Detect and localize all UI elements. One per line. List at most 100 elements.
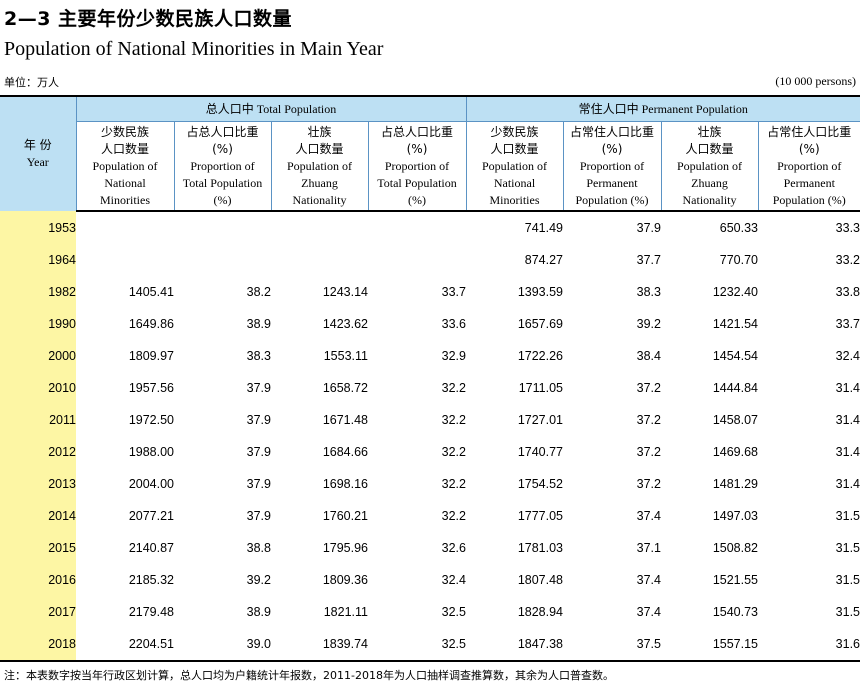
table-cell: 32.4: [835, 349, 860, 363]
table-cell: 1553.11: [323, 349, 368, 363]
year-cell: 1990: [0, 308, 76, 340]
table-cell: 31.6: [758, 628, 860, 662]
col-header-cn: 壮族 人口数量: [295, 124, 344, 156]
table-cell: 37.2: [636, 381, 661, 395]
table-cell: 38.4: [636, 349, 661, 363]
year-cell: 2017: [0, 596, 76, 628]
table-cell: 1232.40: [712, 285, 758, 299]
table-cell: [271, 211, 368, 244]
page-title-cn: 2—3 主要年份少数民族人口数量: [4, 8, 293, 30]
table-cell: 32.2: [441, 477, 466, 491]
col-header-en: Population of Zhuang Nationality: [677, 158, 742, 207]
table-cell: 1847.38: [466, 628, 563, 662]
table-cell: 1469.68: [712, 445, 758, 459]
col-header-permanent-zhuang: 壮族 人口数量 Population of Zhuang Nationality: [660, 121, 758, 212]
table-cell: 32.9: [441, 349, 466, 363]
table-cell: 31.5: [835, 573, 860, 587]
table-cell: 32.2: [441, 509, 466, 523]
table-cell: 2004.00: [128, 477, 174, 491]
table-cell: 37.7: [636, 253, 661, 267]
table-cell: 37.2: [636, 413, 661, 427]
table-cell: 1521.55: [712, 573, 758, 587]
table-row: 2010 1957.56 37.9 1658.72 32.2 1711.05 3…: [0, 372, 860, 404]
year-cell: 2011: [0, 404, 76, 436]
table-cell: 37.9: [246, 477, 271, 491]
table-cell: 38.3: [636, 285, 661, 299]
col-header-cn: 壮族 人口数量: [685, 124, 734, 156]
year-header-cn: 年 份: [23, 138, 52, 152]
table-cell: 2185.32: [128, 573, 174, 587]
unit-label-cn: 单位：万人: [4, 76, 59, 89]
col-header-total-zhuang-share: 占总人口比重 (%) Proportion of Total Populatio…: [367, 121, 466, 212]
table-cell: 1711.05: [518, 381, 563, 395]
table-cell: 33.7: [835, 317, 860, 331]
table-cell: [368, 244, 466, 276]
table-cell: 1754.52: [517, 477, 563, 491]
col-header-total-minorities-share: 占总人口比重 (%) Proportion of Total Populatio…: [173, 121, 271, 212]
table-cell: 1957.56: [128, 381, 174, 395]
table-row: 1990 1649.86 38.9 1423.62 33.6 1657.69 3…: [0, 308, 860, 340]
year-column-header: 年 份 Year: [0, 95, 76, 211]
table-cell: 1698.16: [322, 477, 368, 491]
table-cell: 31.4: [835, 445, 860, 459]
col-header-en: Proportion of Total Population (%): [182, 158, 263, 207]
table-cell: 37.4: [636, 509, 661, 523]
table-row: 1953 741.49 37.9 650.33 33.3: [0, 211, 860, 244]
table-cell: 1393.59: [517, 285, 563, 299]
table-cell: 38.3: [246, 349, 271, 363]
table-cell: 38.9: [246, 605, 271, 619]
table-cell: 2179.48: [128, 605, 174, 619]
col-header-en: Population of National Minorities: [482, 158, 547, 207]
table-cell: 32.2: [441, 381, 466, 395]
table-cell: 1540.73: [712, 605, 758, 619]
table-cell: 2077.21: [128, 509, 174, 523]
table-cell: 1658.72: [322, 381, 368, 395]
table-row: 2014 2077.21 37.9 1760.21 32.2 1777.05 3…: [0, 500, 860, 532]
col-header-en: Population of National Minorities: [92, 158, 158, 207]
col-header-total-minorities: 少数民族 人口数量 Population of National Minorit…: [75, 121, 174, 212]
table-cell: 1423.62: [322, 317, 368, 331]
year-cell: 2018: [0, 628, 76, 662]
table-row: 2016 2185.32 39.2 1809.36 32.4 1807.48 3…: [0, 564, 860, 596]
table-cell: 1557.15: [661, 628, 758, 662]
col-header-en: Population of Zhuang Nationality: [287, 158, 352, 207]
table-cell: 874.27: [524, 253, 563, 267]
table-cell: 37.5: [563, 628, 661, 662]
table-cell: 1740.77: [517, 445, 563, 459]
table-cell: 1421.54: [712, 317, 758, 331]
table-cell: 39.2: [246, 573, 271, 587]
table-cell: 37.9: [246, 445, 271, 459]
table-cell: 1809.36: [322, 573, 368, 587]
year-cell: 1982: [0, 276, 76, 308]
table-cell: 1243.14: [322, 285, 368, 299]
table-cell: 32.5: [368, 628, 466, 662]
table-row: 2017 2179.48 38.9 1821.11 32.5 1828.94 3…: [0, 596, 860, 628]
table-cell: 31.5: [835, 541, 860, 555]
table-cell: 1684.66: [322, 445, 368, 459]
table-cell: 1722.26: [517, 349, 563, 363]
table-cell: 1444.84: [712, 381, 758, 395]
table-cell: [174, 244, 271, 276]
table-cell: 33.8: [835, 285, 860, 299]
table-cell: [174, 211, 271, 244]
table-cell: 1657.69: [517, 317, 563, 331]
table-cell: 1821.11: [323, 605, 368, 619]
table-cell: [271, 244, 368, 276]
year-cell: 2014: [0, 500, 76, 532]
table-cell: 31.5: [835, 605, 860, 619]
table-cell: 37.2: [636, 445, 661, 459]
table-cell: 39.0: [174, 628, 271, 662]
table-cell: 37.4: [636, 605, 661, 619]
col-header-permanent-minorities: 少数民族 人口数量 Population of National Minorit…: [465, 121, 563, 212]
table-cell: 1760.21: [322, 509, 368, 523]
group-header-permanent-population: 常住人口中 Permanent Population: [465, 95, 860, 122]
table-cell: 32.5: [441, 605, 466, 619]
table-cell: 1809.97: [128, 349, 174, 363]
table-cell: 37.2: [636, 477, 661, 491]
table-cell: 1781.03: [517, 541, 563, 555]
table-cell: 1807.48: [517, 573, 563, 587]
table-cell: 1458.07: [712, 413, 758, 427]
population-table: 年 份 Year 总人口中 Total Population 常住人口中 Per…: [0, 95, 860, 662]
table-cell: 31.5: [835, 509, 860, 523]
table-row: 2015 2140.87 38.8 1795.96 32.6 1781.03 3…: [0, 532, 860, 564]
